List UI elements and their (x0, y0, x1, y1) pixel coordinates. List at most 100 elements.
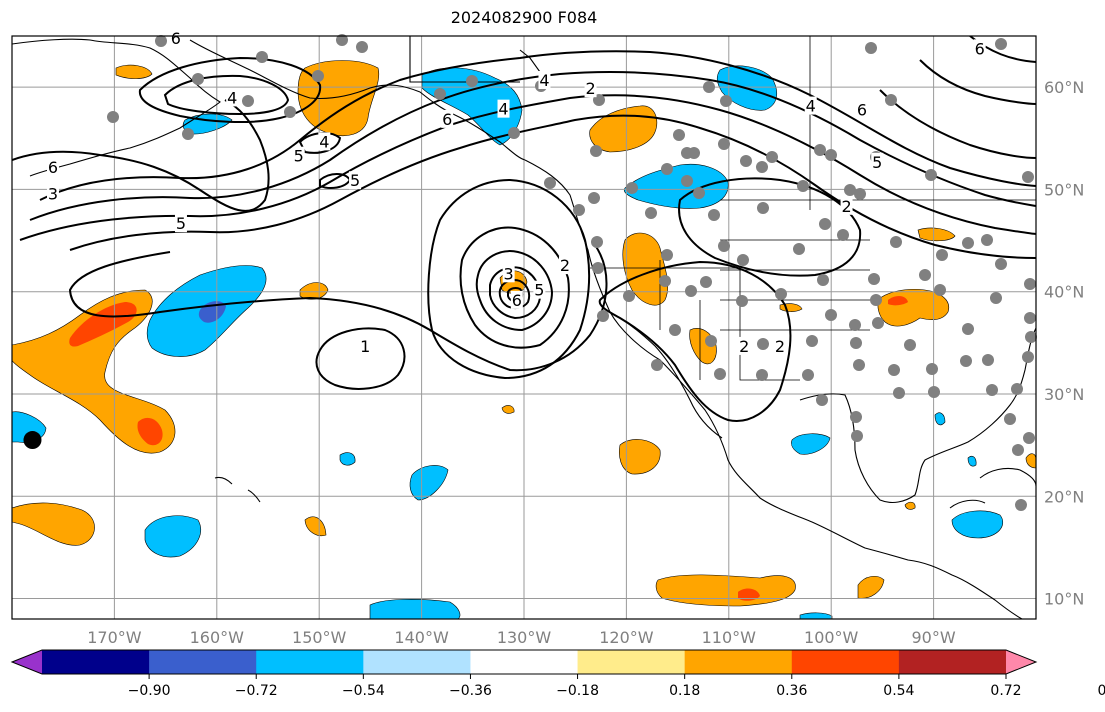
positive-anomaly-area (589, 105, 658, 153)
positive-anomaly-area (12, 502, 95, 546)
colorbar-segment (256, 650, 364, 674)
map-frame (11, 35, 1037, 620)
negative-anomaly-area (409, 465, 449, 501)
positive-anomaly-area (655, 574, 796, 607)
contour-label: 1 (360, 337, 370, 356)
strong-positive-core (888, 296, 908, 306)
colorbar-tick-label: −0.90 (128, 683, 171, 699)
colorbar-tick-label: 0.18 (669, 683, 700, 699)
longitude-tick-label: 140°W (394, 628, 449, 647)
latitude-labels: 60°N 50°N 40°N 30°N 20°N 10°N (1044, 78, 1084, 608)
colorbar-tick-label: −0.72 (235, 683, 278, 699)
positive-anomaly-area (115, 64, 153, 79)
contour-label-bg (174, 214, 187, 233)
latitude-tick-label: 50°N (1044, 180, 1084, 199)
negative-anomaly-area (951, 510, 1004, 539)
contour-label: 6 (857, 101, 867, 120)
contour-label-bg (318, 132, 331, 151)
colorbar-segment (577, 650, 686, 674)
contour-label: 4 (498, 100, 508, 119)
colorbar-tick-label: 0.36 (776, 683, 807, 699)
negative-anomaly-area (339, 452, 356, 466)
contour-label: 4 (539, 71, 549, 90)
contour-label-bg (855, 100, 868, 119)
contour-label: 5 (872, 153, 882, 172)
strong-positive-core (69, 302, 137, 347)
latitude-tick-label: 40°N (1044, 283, 1084, 302)
longitude-tick-label: 130°W (497, 628, 552, 647)
strong-positive-core (137, 417, 163, 446)
contour-label-bg (774, 336, 786, 355)
colorbar-tick-label: −0.54 (342, 683, 385, 699)
contour-label: 3 (504, 264, 514, 283)
contour-label: 2 (739, 337, 749, 356)
contour-label: 3 (48, 185, 58, 204)
latitude-tick-label: 20°N (1044, 487, 1084, 506)
colorbar-segment (898, 650, 1007, 674)
contour-label: 5 (176, 214, 186, 233)
contour-label: 6 (171, 29, 181, 48)
contour-label: 5 (534, 281, 544, 300)
colorbar-tick-label: −0.18 (556, 683, 599, 699)
negative-anomaly-area (144, 515, 201, 558)
contour-label-bg (738, 336, 751, 355)
contour-label-bg (226, 88, 239, 107)
contour-label: 2 (560, 256, 570, 275)
contour-label: 5 (294, 147, 304, 166)
contour-label-bg (558, 256, 571, 275)
contour-label-bg (973, 39, 986, 58)
shaded-anomaly-fields (12, 60, 1036, 619)
contour-label-bg (538, 71, 551, 90)
contour-label: 6 (975, 39, 985, 58)
colorbar-segment (12, 650, 42, 674)
station-markers (107, 34, 1037, 511)
positive-anomaly-area (501, 405, 515, 414)
contour-label-bg (502, 264, 515, 283)
colorbar-segment (470, 650, 579, 674)
colorbar-segment (363, 650, 471, 674)
positive-anomaly-area (619, 439, 661, 475)
contour-label-bg (441, 109, 454, 128)
contour-label: 6 (442, 110, 452, 129)
contour-label: 2 (841, 197, 851, 216)
contour-label-bg (46, 157, 59, 176)
contour-label-bg (349, 171, 362, 190)
contour-label-bg (804, 96, 817, 115)
contour-label: 4 (806, 97, 816, 116)
contour-lines (12, 36, 1036, 422)
strong-positive-core (738, 588, 760, 601)
colorbar-tick-label: 0.90 (1098, 683, 1105, 699)
colorbar-segment (149, 650, 257, 674)
colorbar-segment (791, 650, 900, 674)
negative-anomaly-area (934, 412, 946, 426)
graticule (12, 36, 1036, 619)
longitude-tick-label: 150°W (292, 628, 347, 647)
map-title: 2024082900 F084 (450, 8, 598, 27)
contour-label: 6 (512, 291, 522, 310)
negative-anomaly-area (623, 163, 729, 209)
positive-anomaly-area (299, 282, 329, 300)
contour-label-bg (497, 99, 510, 118)
positive-anomaly-area (857, 576, 885, 599)
positive-anomaly-area (1025, 453, 1036, 469)
contour-label-bg (46, 184, 59, 203)
contour-label-bg (510, 290, 523, 309)
contour-label-bg (169, 29, 182, 48)
contour-label-bg (533, 280, 546, 299)
negative-anomaly-area (369, 599, 461, 619)
contour-label: 4 (319, 132, 329, 151)
colorbar-segment (684, 650, 793, 674)
positive-anomaly-area (779, 303, 803, 312)
latitude-tick-label: 60°N (1044, 78, 1084, 97)
colorbar-tick-label: −0.36 (449, 683, 492, 699)
contour-label: 2 (775, 337, 785, 356)
contour-label-bg (840, 196, 853, 215)
longitude-tick-label: 170°W (87, 628, 142, 647)
longitude-tick-label: 90°W (912, 628, 956, 647)
contour-label-bg (871, 152, 884, 171)
longitude-tick-label: 110°W (702, 628, 757, 647)
contour-label: 2 (585, 79, 595, 98)
positive-anomaly-area (917, 227, 956, 242)
